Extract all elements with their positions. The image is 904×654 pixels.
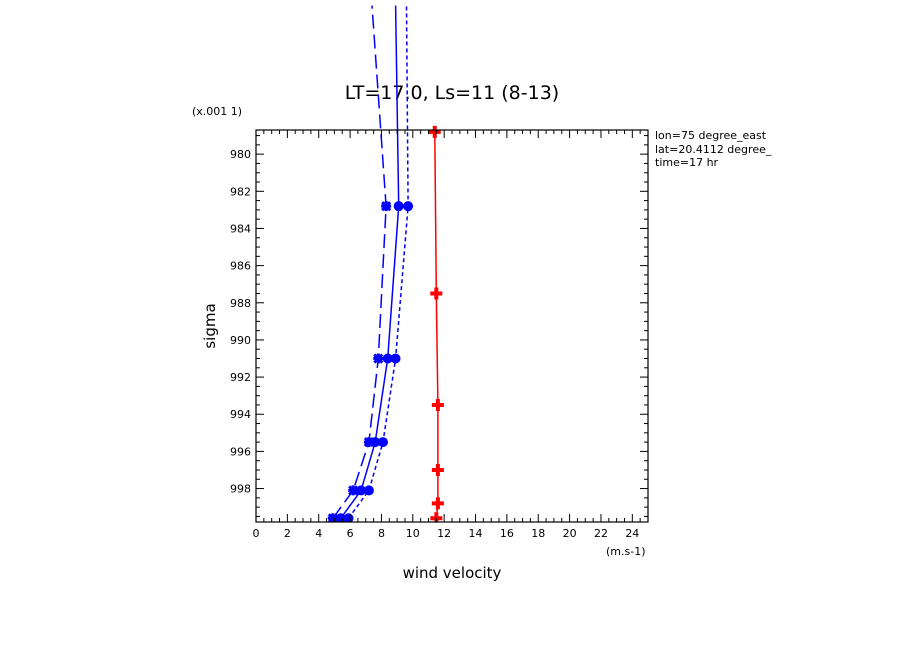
y-tick-label: 984 <box>230 222 251 235</box>
series-2-point <box>393 201 404 212</box>
annotation-time: time=17 hr <box>655 156 719 169</box>
y-tick-label: 982 <box>230 185 251 198</box>
y-tick-label: 992 <box>230 371 251 384</box>
series-1-point <box>327 513 338 522</box>
x-tick-label: 8 <box>378 527 385 540</box>
series-3-point <box>363 485 374 496</box>
y-tick-label: 980 <box>230 148 251 161</box>
y-unit-label: (x.001 1) <box>192 105 242 118</box>
series-1-point <box>381 201 392 212</box>
x-axis-title: wind velocity <box>403 564 502 582</box>
series-1-point <box>363 437 374 448</box>
series-1-line <box>332 5 387 519</box>
series-4-point <box>431 497 444 510</box>
x-tick-label: 2 <box>284 527 291 540</box>
series-2-line <box>340 5 400 519</box>
series-4-line <box>434 131 439 519</box>
plot-frame <box>255 129 649 523</box>
series-2-point <box>335 513 346 522</box>
series-2-point <box>370 437 381 448</box>
x-tick-label: 10 <box>406 527 420 540</box>
x-tick-label: 14 <box>469 527 483 540</box>
x-tick-label: 18 <box>531 527 545 540</box>
chart-title: LT=17.0, Ls=11 (8-13) <box>345 82 559 104</box>
series-4-point <box>428 125 441 138</box>
series-3-point <box>378 437 389 448</box>
series-4-point <box>431 463 444 476</box>
series-layer <box>327 5 444 522</box>
x-tick-label: 16 <box>500 527 514 540</box>
annotation-lat: lat=20.4112 degree_ <box>655 143 772 156</box>
series-3-point <box>343 513 354 522</box>
series-4-point <box>430 287 443 300</box>
x-tick-label: 12 <box>437 527 451 540</box>
x-tick-label: 24 <box>625 527 639 540</box>
series-2-point <box>382 353 393 364</box>
y-tick-label: 998 <box>230 483 251 496</box>
x-tick-label: 4 <box>315 527 322 540</box>
x-tick-label: 6 <box>347 527 354 540</box>
annotation-lon: lon=75 degree_east <box>655 129 767 142</box>
series-4-point <box>431 398 444 411</box>
y-tick-label: 996 <box>230 445 251 458</box>
y-tick-label: 990 <box>230 334 251 347</box>
x-unit-label: (m.s-1) <box>606 545 646 558</box>
series-1-point <box>348 485 359 496</box>
x-tick-label: 22 <box>594 527 608 540</box>
series-3-line <box>347 5 409 519</box>
series-3-point <box>390 353 401 364</box>
y-tick-label: 994 <box>230 408 251 421</box>
series-1-point <box>373 353 384 364</box>
y-tick-label: 986 <box>230 260 251 273</box>
y-axis-title: sigma <box>201 303 219 348</box>
series-2-point <box>356 485 367 496</box>
x-tick-label: 20 <box>563 527 577 540</box>
axis-layer: 0 2 4 6 8 10 12 14 16 18 20 22 249809829849869889909… <box>230 130 649 540</box>
x-tick-label: 0 <box>253 527 260 540</box>
series-3-point <box>403 201 414 212</box>
y-tick-label: 988 <box>230 297 251 310</box>
